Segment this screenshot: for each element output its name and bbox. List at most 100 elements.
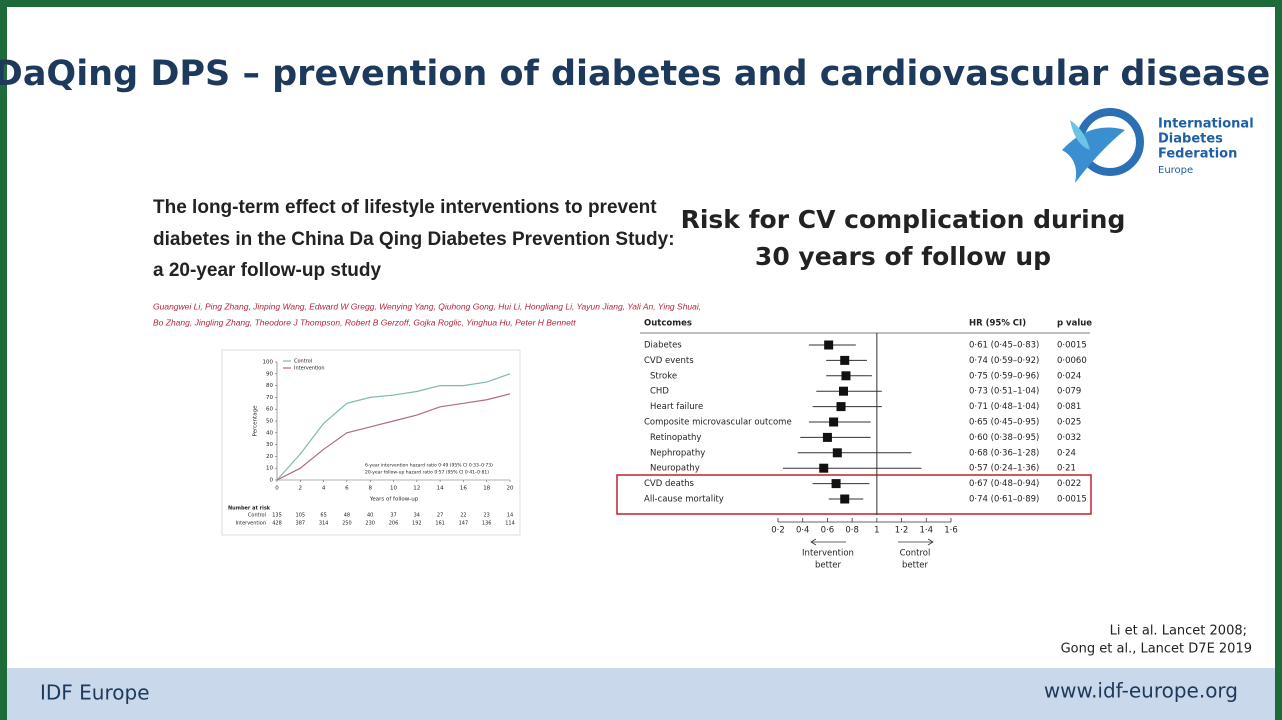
- chart-frame: [221, 349, 521, 536]
- arrow: [810, 538, 846, 546]
- hr-text: 0·71 (0·48–1·04): [969, 402, 1039, 412]
- x-tick-label: 6: [345, 486, 349, 492]
- paper-title: diabetes in the China Da Qing Diabetes P…: [153, 229, 675, 250]
- x-tick-label: 12: [413, 486, 420, 492]
- highlight-box: [616, 474, 1092, 515]
- risk-value: 14: [507, 513, 513, 519]
- risk-value: 428: [272, 521, 282, 527]
- footer-left: IDF Europe: [40, 681, 150, 705]
- legend-label: Control: [294, 359, 312, 365]
- x-tick-label: 0·8: [845, 526, 859, 536]
- paper-title: The long-term effect of lifestyle interv…: [153, 197, 657, 218]
- logo-text: Diabetes: [1158, 132, 1223, 147]
- logo-text: Federation: [1158, 147, 1237, 162]
- x-tick-label: 0: [275, 486, 279, 492]
- direction-note: better: [902, 561, 929, 571]
- row-label: CVD deaths: [644, 479, 695, 489]
- x-tick-label: 0·2: [771, 526, 785, 536]
- hr-text: 0·73 (0·51–1·04): [969, 387, 1039, 397]
- y-tick-label: 60: [266, 407, 273, 413]
- logo-sub: Europe: [1158, 165, 1193, 176]
- p-value: 0·024: [1057, 371, 1081, 381]
- hr-point: [829, 417, 839, 427]
- logo-mark: [1062, 108, 1144, 183]
- paper-authors: Bo Zhang, Jingling Zhang, Theodore J Tho…: [153, 317, 576, 327]
- hr-text: 0·67 (0·48–0·94): [969, 479, 1039, 489]
- risk-value: 37: [390, 513, 396, 519]
- x-axis-label: Years of follow-up: [369, 497, 419, 503]
- hr-point: [824, 340, 834, 350]
- p-value: 0·0015: [1057, 495, 1087, 505]
- column-header: HR (95% CI): [969, 319, 1026, 329]
- hr-point: [831, 479, 841, 489]
- risk-value: 34: [414, 513, 420, 519]
- hr-text: 0·60 (0·38–0·95): [969, 433, 1039, 443]
- footer-right: www.idf-europe.org: [1044, 679, 1238, 703]
- x-tick-label: 1·4: [920, 526, 934, 536]
- y-tick-label: 40: [266, 430, 273, 436]
- hr-text: 0·57 (0·24–1·36): [969, 464, 1039, 474]
- p-value: 0·24: [1057, 448, 1076, 458]
- hr-point: [840, 494, 850, 504]
- risk-value: 136: [482, 521, 492, 527]
- x-tick-label: 10: [390, 486, 397, 492]
- reference: Li et al. Lancet 2008;: [1110, 624, 1247, 639]
- x-tick-label: 8: [368, 486, 372, 492]
- direction-note: Intervention: [802, 549, 854, 559]
- x-tick-label: 1: [874, 526, 879, 536]
- y-tick-label: 20: [266, 454, 273, 460]
- y-axis-label: Percentage: [253, 405, 259, 437]
- hr-text: 0·75 (0·59–0·96): [969, 371, 1039, 381]
- hr-text: 0·68 (0·36–1·28): [969, 448, 1039, 458]
- y-tick-label: 50: [266, 419, 273, 425]
- hr-text: 0·65 (0·45–0·95): [969, 418, 1039, 428]
- hr-text: 0·74 (0·61–0·89): [969, 495, 1039, 505]
- risk-value: 105: [296, 513, 306, 519]
- row-label: CHD: [650, 387, 669, 397]
- risk-value: 135: [272, 513, 282, 519]
- p-value: 0·032: [1057, 433, 1081, 443]
- hr-point: [838, 386, 848, 396]
- risk-row-name: Control: [248, 513, 266, 519]
- reference: Gong et al., Lancet D7E 2019: [1061, 642, 1252, 657]
- paper-title: a 20-year follow-up study: [153, 260, 381, 281]
- row-label: Diabetes: [644, 341, 682, 351]
- hr-point: [832, 448, 842, 458]
- p-value: 0·0015: [1057, 341, 1087, 351]
- risk-value: 65: [320, 513, 326, 519]
- hr-point: [822, 432, 832, 442]
- hr-point: [840, 355, 850, 365]
- risk-value: 114: [505, 521, 515, 527]
- risk-row-name: Intervention: [235, 521, 266, 527]
- line-series: [276, 373, 511, 481]
- y-tick-label: 100: [263, 360, 274, 366]
- column-header: Outcomes: [644, 319, 692, 329]
- row-label: All-cause mortality: [644, 495, 724, 505]
- risk-value: 27: [437, 513, 443, 519]
- x-tick-label: 16: [460, 486, 467, 492]
- hr-text: 0·74 (0·59–0·92): [969, 356, 1039, 366]
- hr-point: [819, 463, 829, 473]
- logo-bird: [1062, 127, 1125, 183]
- row-label: Heart failure: [650, 402, 703, 412]
- column-header: p value: [1057, 319, 1092, 329]
- logo-wing: [1070, 120, 1090, 150]
- arrow: [898, 538, 934, 546]
- p-value: 0·079: [1057, 387, 1081, 397]
- x-tick-label: 2: [299, 486, 303, 492]
- x-tick-label: 1·2: [895, 526, 909, 536]
- risk-value: 387: [296, 521, 306, 527]
- risk-value: 161: [435, 521, 445, 527]
- risk-value: 230: [365, 521, 375, 527]
- y-tick-label: 90: [266, 371, 273, 377]
- x-tick-label: 18: [483, 486, 490, 492]
- row-label: Stroke: [650, 371, 677, 381]
- annotation: 6-year intervention hazard ratio 0·49 (9…: [365, 463, 493, 469]
- y-tick-label: 70: [266, 395, 273, 401]
- forest-heading: 30 years of follow up: [755, 242, 1051, 271]
- x-tick-label: 20: [507, 486, 514, 492]
- x-tick-label: 4: [322, 486, 326, 492]
- x-tick-label: 0·4: [796, 526, 810, 536]
- p-value: 0·21: [1057, 464, 1076, 474]
